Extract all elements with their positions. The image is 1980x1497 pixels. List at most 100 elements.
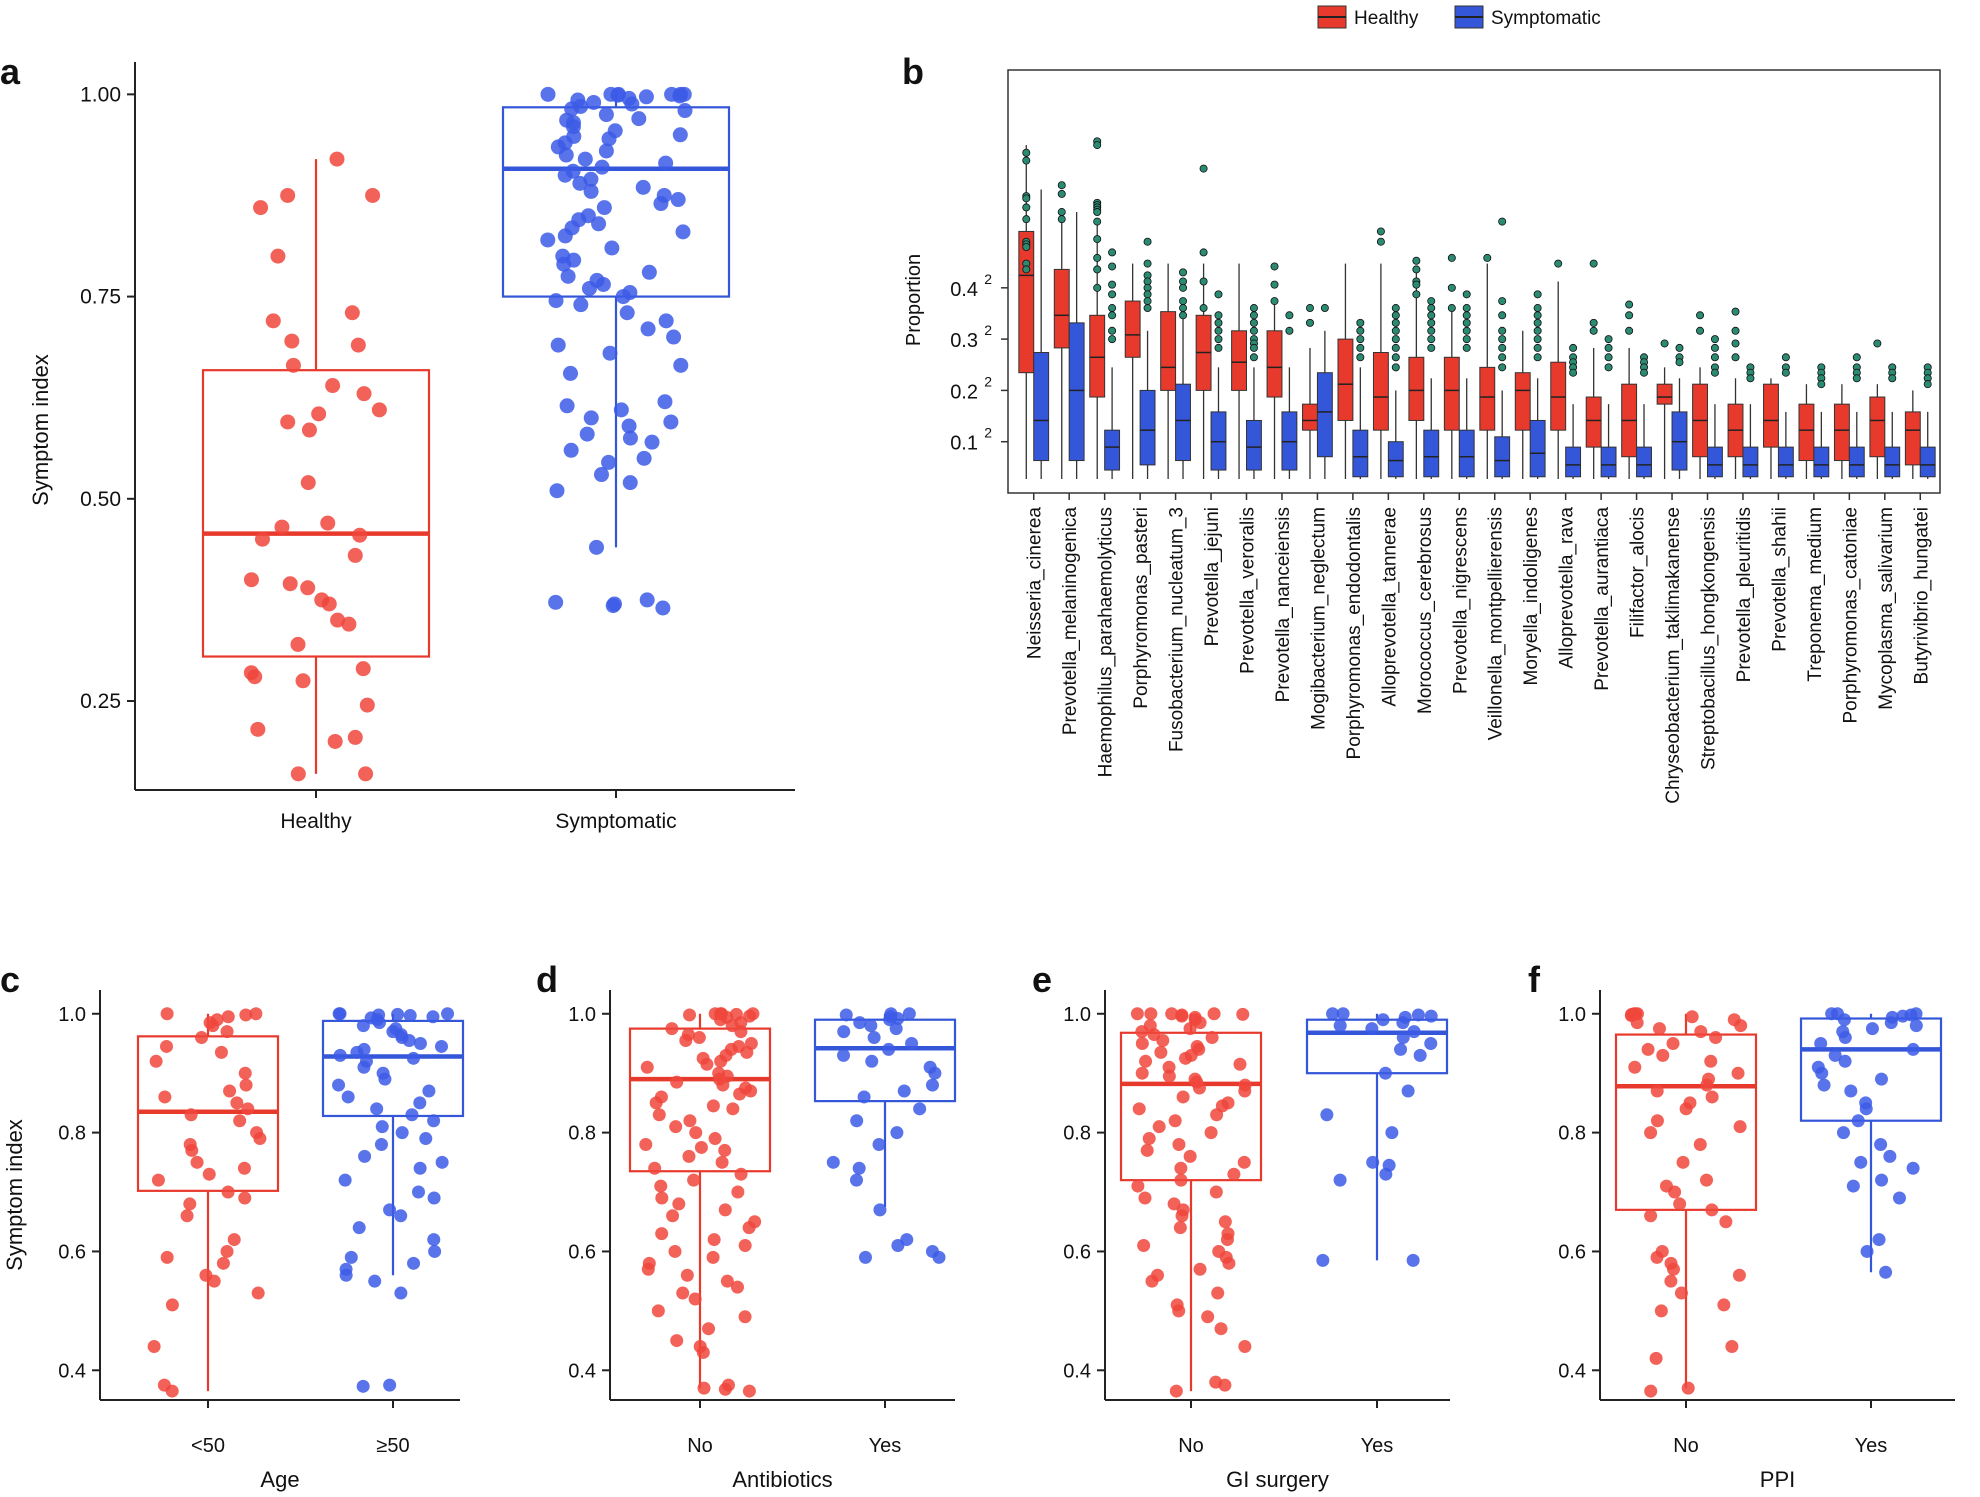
outlier-point xyxy=(1391,335,1400,344)
data-point xyxy=(1207,1007,1221,1021)
x-tick-label: Yes xyxy=(1361,1435,1394,1457)
data-point xyxy=(672,88,688,104)
data-point xyxy=(837,1025,851,1039)
data-point xyxy=(1859,1102,1873,1116)
y-tick-label: 0.4 xyxy=(1063,1360,1091,1382)
data-point xyxy=(549,483,565,499)
panel-b-chart: 0.1 2 0.2 2 0.3 2 0.4 2 Proportion Neisseria_cine… xyxy=(903,69,1941,804)
data-point xyxy=(1333,1173,1347,1187)
outlier-point xyxy=(1108,335,1117,344)
outlier-point xyxy=(1852,353,1861,362)
data-point xyxy=(1874,1137,1888,1151)
data-point xyxy=(636,450,652,466)
legend-label-symptomatic: Symptomatic xyxy=(1491,8,1601,29)
data-point xyxy=(679,1034,693,1048)
outlier-point xyxy=(1483,253,1492,262)
outlier-point xyxy=(1249,318,1258,327)
data-point xyxy=(857,1090,871,1104)
data-point xyxy=(1142,1132,1156,1146)
data-point xyxy=(321,596,337,612)
box-body xyxy=(1302,403,1318,431)
data-point xyxy=(1630,1016,1644,1030)
data-point xyxy=(1906,1042,1920,1056)
data-point xyxy=(403,1009,417,1023)
data-point xyxy=(183,1197,197,1211)
data-point xyxy=(356,1019,370,1033)
y-axis-title: Symptom index xyxy=(28,354,53,506)
data-point xyxy=(1131,1179,1145,1193)
x-tick-label: No xyxy=(1673,1435,1699,1457)
outlier-point xyxy=(1427,318,1436,327)
data-point xyxy=(882,1042,896,1056)
outlier-point xyxy=(1569,343,1578,352)
data-point xyxy=(350,1045,364,1059)
data-point xyxy=(285,357,301,373)
data-point xyxy=(655,600,671,616)
data-point xyxy=(1132,1102,1146,1116)
data-point xyxy=(583,183,599,199)
y-axis-title: Proportion xyxy=(903,254,925,346)
data-point xyxy=(290,766,306,782)
x-tick-label: Porphyromonas_endodontalis xyxy=(1344,507,1365,759)
data-point xyxy=(311,406,327,422)
outlier-point xyxy=(1625,311,1634,320)
data-point xyxy=(220,1244,234,1258)
data-point xyxy=(1174,1161,1188,1175)
data-point xyxy=(706,1250,720,1264)
data-point xyxy=(596,200,612,216)
data-point xyxy=(1860,1244,1874,1258)
x-tick-label: Mogibacterium_neglectum xyxy=(1308,507,1329,730)
data-point xyxy=(670,192,686,208)
y-tick-label: 0.8 xyxy=(568,1123,596,1145)
data-point xyxy=(243,572,259,588)
data-point xyxy=(216,1256,230,1270)
outlier-point xyxy=(1731,326,1740,335)
data-point xyxy=(1828,1048,1842,1062)
outlier-point xyxy=(1462,290,1471,299)
data-point xyxy=(1204,1126,1218,1140)
data-point xyxy=(581,280,597,296)
y-tick-exponent: 2 xyxy=(984,373,992,389)
y-tick-label: 0.4 xyxy=(58,1360,86,1382)
data-point xyxy=(333,1048,347,1062)
data-point xyxy=(1865,1022,1879,1036)
data-point xyxy=(873,1203,887,1217)
data-point xyxy=(352,1221,366,1235)
outlier-point xyxy=(1093,141,1102,150)
data-point xyxy=(300,580,316,596)
box-body xyxy=(1919,446,1936,478)
data-point xyxy=(550,337,566,353)
panel-d-chart: 0.4 0.6 0.8 1.0 Antibiotics No Yes xyxy=(568,990,957,1492)
data-point xyxy=(1641,1042,1655,1056)
data-point xyxy=(858,1250,872,1264)
outlier-point xyxy=(1604,343,1613,352)
data-point xyxy=(1165,1007,1179,1021)
outlier-point xyxy=(1305,318,1314,327)
outlier-point xyxy=(1143,304,1152,313)
y-tick-label: 1.00 xyxy=(80,83,121,106)
data-point xyxy=(426,1010,440,1024)
box-body xyxy=(1550,361,1567,431)
box-body xyxy=(1053,268,1070,349)
data-point xyxy=(284,333,300,349)
outlier-point xyxy=(1873,339,1882,348)
data-point xyxy=(1854,1155,1868,1169)
data-point xyxy=(1814,1036,1828,1050)
box-body xyxy=(1707,446,1723,478)
data-point xyxy=(658,155,674,171)
data-point xyxy=(594,159,610,175)
data-point xyxy=(655,1227,669,1241)
data-point xyxy=(595,276,611,292)
data-point xyxy=(557,228,573,244)
data-point xyxy=(1815,1066,1829,1080)
y-tick-label: 0.4 xyxy=(568,1360,596,1382)
data-point xyxy=(1906,1161,1920,1175)
outlier-point xyxy=(1391,304,1400,313)
data-point xyxy=(372,1016,386,1030)
box-body xyxy=(1494,436,1511,478)
data-point xyxy=(700,1057,714,1071)
data-point xyxy=(670,1334,684,1348)
data-point xyxy=(1320,1108,1334,1122)
data-point xyxy=(651,1304,665,1318)
data-point xyxy=(1725,1340,1739,1354)
